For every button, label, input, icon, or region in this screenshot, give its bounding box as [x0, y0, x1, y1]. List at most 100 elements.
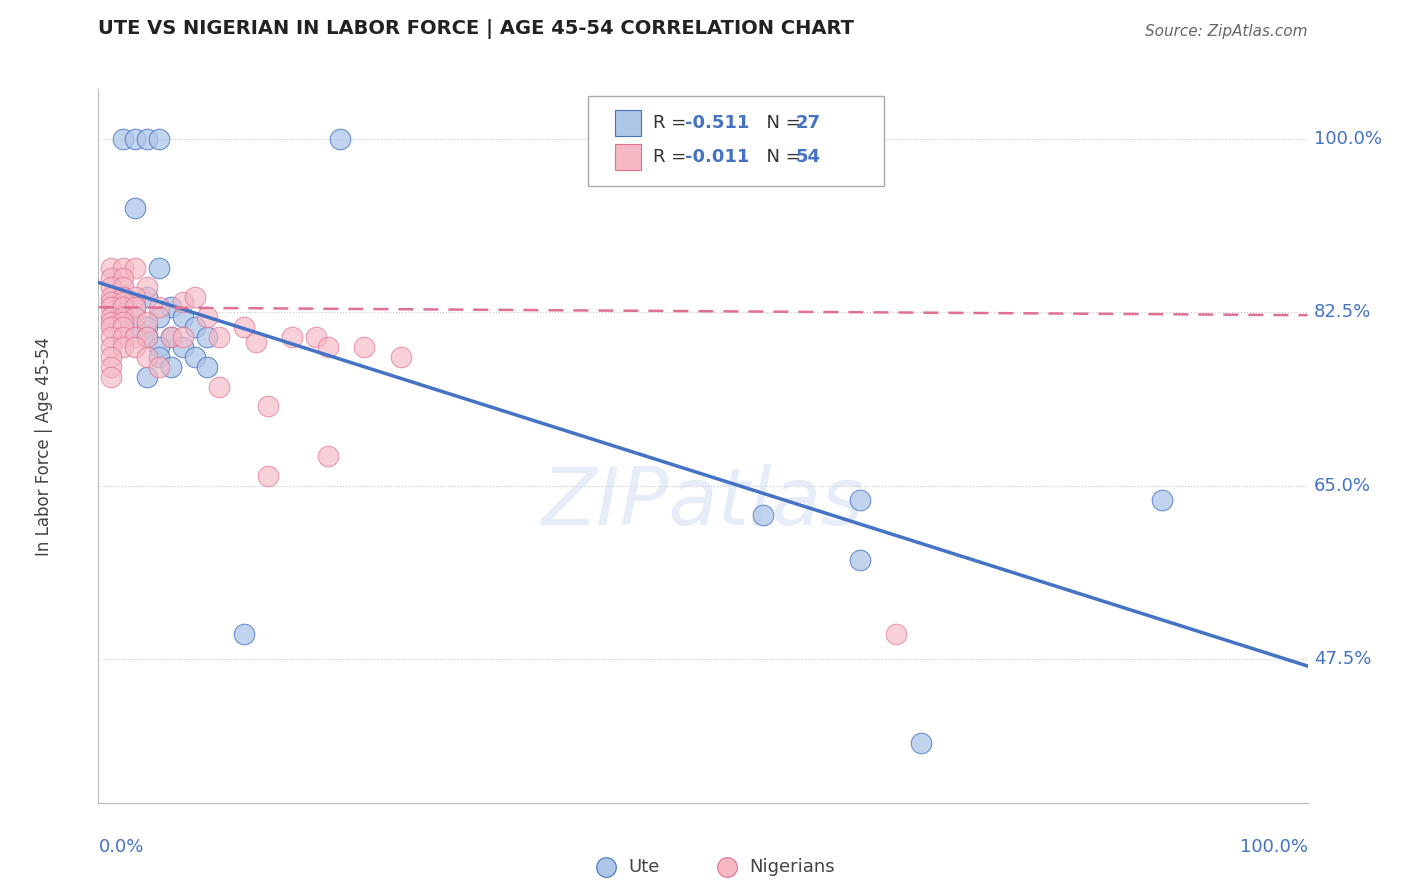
- Point: [886, 627, 908, 641]
- Point: [256, 400, 278, 414]
- Point: [184, 350, 207, 364]
- Text: UTE VS NIGERIAN IN LABOR FORCE | AGE 45-54 CORRELATION CHART: UTE VS NIGERIAN IN LABOR FORCE | AGE 45-…: [98, 20, 855, 39]
- Text: -0.511: -0.511: [685, 114, 749, 132]
- Point: [100, 315, 122, 329]
- Text: In Labor Force | Age 45-54: In Labor Force | Age 45-54: [35, 336, 53, 556]
- Point: [752, 508, 775, 523]
- Text: 100.0%: 100.0%: [1313, 129, 1382, 148]
- Text: Source: ZipAtlas.com: Source: ZipAtlas.com: [1144, 24, 1308, 39]
- Point: [148, 300, 170, 314]
- Point: [148, 132, 170, 146]
- Point: [316, 449, 339, 463]
- Text: 27: 27: [796, 114, 821, 132]
- Point: [172, 295, 194, 310]
- Text: R =: R =: [654, 148, 692, 166]
- Point: [184, 290, 207, 304]
- Point: [195, 310, 218, 325]
- Point: [160, 330, 183, 344]
- Point: [148, 340, 170, 354]
- Point: [910, 736, 932, 750]
- Point: [245, 334, 267, 349]
- Point: [124, 320, 146, 334]
- Point: [124, 300, 146, 314]
- Point: [148, 260, 170, 275]
- Point: [160, 359, 183, 374]
- Text: 54: 54: [796, 148, 821, 166]
- FancyBboxPatch shape: [588, 96, 884, 186]
- Point: [111, 270, 134, 285]
- Point: [124, 290, 146, 304]
- Point: [316, 340, 339, 354]
- Point: [111, 300, 134, 314]
- Text: 65.0%: 65.0%: [1313, 476, 1371, 495]
- Point: [100, 340, 122, 354]
- Point: [124, 330, 146, 344]
- Point: [135, 330, 157, 344]
- Text: N =: N =: [755, 114, 807, 132]
- Point: [111, 340, 134, 354]
- Point: [100, 295, 122, 310]
- Point: [135, 320, 157, 334]
- Point: [135, 369, 157, 384]
- Point: [100, 290, 122, 304]
- Point: [135, 350, 157, 364]
- Point: [1152, 492, 1174, 507]
- Point: [148, 359, 170, 374]
- Point: [124, 132, 146, 146]
- Point: [135, 132, 157, 146]
- Text: 82.5%: 82.5%: [1313, 303, 1371, 321]
- Point: [111, 132, 134, 146]
- Point: [172, 330, 194, 344]
- Point: [100, 280, 122, 294]
- Point: [148, 350, 170, 364]
- Point: [100, 310, 122, 325]
- Text: ZIPatlas: ZIPatlas: [541, 464, 865, 542]
- Point: [111, 315, 134, 329]
- Point: [256, 468, 278, 483]
- Point: [124, 340, 146, 354]
- Point: [305, 330, 328, 344]
- Point: [184, 320, 207, 334]
- Point: [100, 270, 122, 285]
- Point: [160, 300, 183, 314]
- Point: [111, 290, 134, 304]
- Text: N =: N =: [755, 148, 807, 166]
- Point: [100, 330, 122, 344]
- Point: [135, 330, 157, 344]
- Point: [111, 280, 134, 294]
- Point: [232, 320, 254, 334]
- Point: [389, 350, 412, 364]
- FancyBboxPatch shape: [614, 145, 641, 169]
- Text: 47.5%: 47.5%: [1313, 650, 1371, 668]
- Point: [849, 553, 872, 567]
- Point: [100, 369, 122, 384]
- Point: [100, 350, 122, 364]
- Point: [124, 310, 146, 325]
- Point: [111, 310, 134, 325]
- Point: [111, 310, 134, 325]
- Point: [232, 627, 254, 641]
- Point: [124, 260, 146, 275]
- Point: [111, 295, 134, 310]
- Point: [281, 330, 304, 344]
- Point: [124, 201, 146, 215]
- Point: [135, 315, 157, 329]
- Point: [111, 260, 134, 275]
- Point: [160, 330, 183, 344]
- Point: [172, 310, 194, 325]
- Point: [111, 320, 134, 334]
- Point: [148, 310, 170, 325]
- Point: [172, 340, 194, 354]
- Point: [135, 280, 157, 294]
- Point: [208, 330, 231, 344]
- Point: [849, 492, 872, 507]
- Point: [100, 300, 122, 314]
- Point: [135, 290, 157, 304]
- Point: [111, 330, 134, 344]
- Point: [100, 320, 122, 334]
- Point: [100, 359, 122, 374]
- Text: Ute: Ute: [628, 858, 659, 876]
- Text: -0.011: -0.011: [685, 148, 749, 166]
- Point: [195, 330, 218, 344]
- Point: [124, 300, 146, 314]
